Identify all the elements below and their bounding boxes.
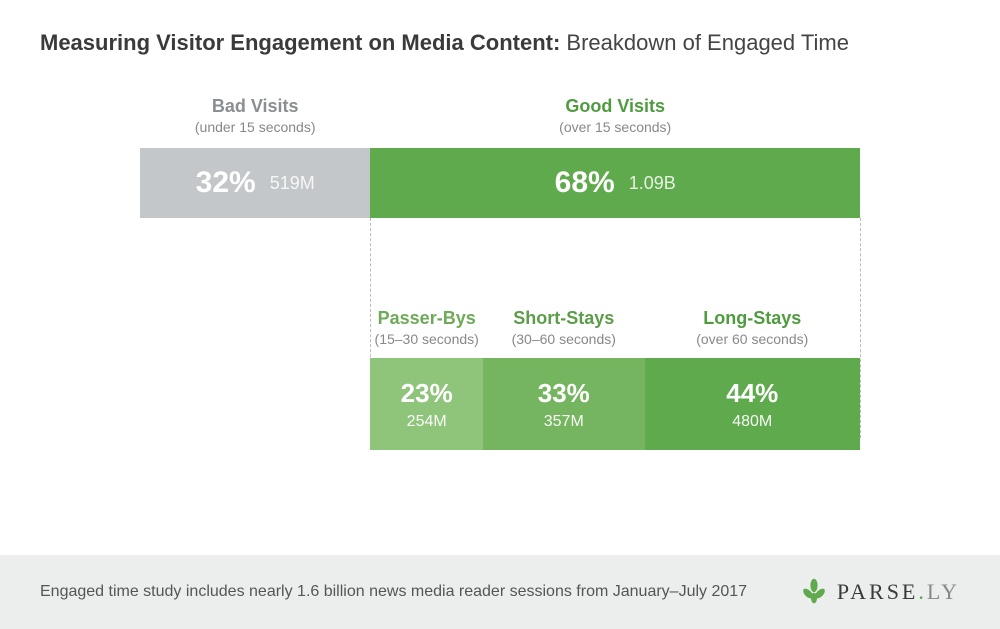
label-sub: (under 15 seconds): [140, 119, 370, 135]
footer-text: Engaged time study includes nearly 1.6 b…: [40, 583, 747, 601]
seg-count: 480M: [732, 413, 772, 431]
label-sub: (over 15 seconds): [370, 119, 860, 135]
label-name: Good Visits: [370, 96, 860, 117]
seg-count: 254M: [407, 413, 447, 431]
logo-name-b: LY: [927, 579, 960, 604]
label-sub: (30–60 seconds): [483, 331, 645, 347]
guide-line-right: [860, 218, 861, 438]
title-bold: Measuring Visitor Engagement on Media Co…: [40, 30, 560, 55]
top-seg-good: 68% 1.09B: [370, 148, 860, 218]
leaf-icon: [799, 577, 829, 607]
top-label-good: Good Visits (over 15 seconds): [370, 96, 860, 135]
seg-pct: 23%: [401, 378, 453, 409]
top-labels-row: Bad Visits (under 15 seconds)Good Visits (…: [140, 96, 860, 135]
title-rest: Breakdown of Engaged Time: [560, 30, 849, 55]
top-bar: 32% 519M 68% 1.09B: [140, 148, 860, 218]
logo-dot: .: [918, 579, 927, 604]
seg-count: 519M: [270, 173, 315, 194]
logo-name-a: PARSE: [837, 579, 918, 604]
seg-pct: 33%: [538, 378, 590, 409]
label-name: Long-Stays: [645, 308, 860, 329]
label-sub: (15–30 seconds): [370, 331, 483, 347]
seg-pct: 44%: [726, 378, 778, 409]
seg-pct: 32%: [196, 166, 256, 200]
chart-area: Bad Visits (under 15 seconds)Good Visits (…: [0, 96, 1000, 526]
seg-count: 357M: [544, 413, 584, 431]
sub-seg-long: 44% 480M: [645, 358, 860, 450]
label-name: Short-Stays: [483, 308, 645, 329]
seg-pct: 68%: [555, 166, 615, 200]
label-sub: (over 60 seconds): [645, 331, 860, 347]
logo-text: PARSE.LY: [837, 579, 960, 605]
top-seg-bad: 32% 519M: [140, 148, 370, 218]
top-label-bad: Bad Visits (under 15 seconds): [140, 96, 370, 135]
label-name: Passer-Bys: [370, 308, 483, 329]
parsely-logo: PARSE.LY: [799, 577, 960, 607]
label-name: Bad Visits: [140, 96, 370, 117]
footer: Engaged time study includes nearly 1.6 b…: [0, 555, 1000, 629]
sub-label-short: Short-Stays (30–60 seconds): [483, 308, 645, 347]
sub-seg-short: 33% 357M: [483, 358, 645, 450]
sub-labels-row: Passer-Bys (15–30 seconds)Short-Stays (30–…: [370, 308, 860, 347]
sub-bar: 23% 254M 33% 357M 44% 480M: [370, 358, 860, 450]
chart-title: Measuring Visitor Engagement on Media Co…: [0, 0, 1000, 56]
sub-label-passer: Passer-Bys (15–30 seconds): [370, 308, 483, 347]
sub-label-long: Long-Stays (over 60 seconds): [645, 308, 860, 347]
sub-seg-passer: 23% 254M: [370, 358, 483, 450]
seg-count: 1.09B: [629, 173, 676, 194]
